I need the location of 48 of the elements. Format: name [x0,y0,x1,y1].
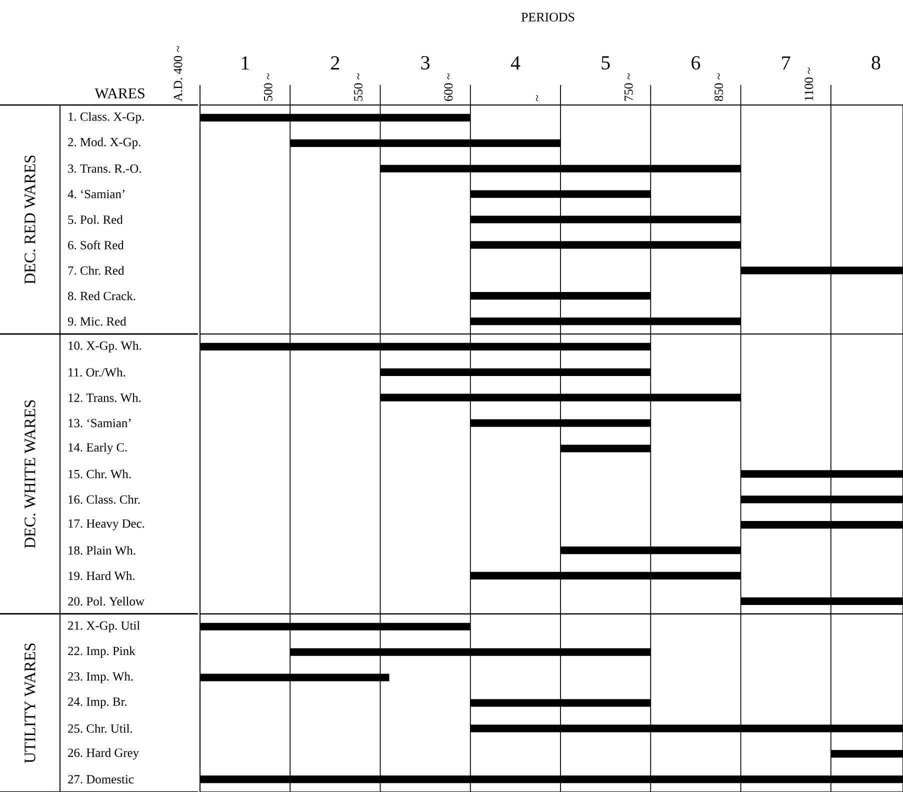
y-tick-label: 21. X-Gp. Util [68,620,140,632]
y-axis-title: UTILITY WARES [24,643,36,764]
y-tick-label: 3. Trans. R.-O. [68,164,141,173]
y-tick-label: 6. Soft Red [68,240,124,250]
y-tick-label: 9. Mic. Red [68,316,126,326]
x-tick-label: 2 [331,56,340,70]
text: ~ [536,95,538,102]
y-tick-label: 23. Imp. Wh. [68,672,133,684]
y-tick-label: 16. Class. Chr. [68,494,140,504]
text: 600 ~ [444,73,453,101]
y-tick-label: 19. Hard Wh. [68,571,134,580]
y-tick-label: 7. Chr. Red [68,266,124,275]
text: 850 ~ [714,73,723,102]
x-tick-label: 5 [602,56,610,70]
x-tick-label: 6 [692,56,700,70]
text: 1100 ~ [804,68,814,100]
y-tick-label: 24. Imp. Br. [68,698,127,708]
y-tick-label: 22. Imp. Pink [68,646,136,658]
x-tick-label: 4 [510,56,520,70]
y-tick-label: 5. Pol. Red [68,215,123,224]
text: WARES [94,88,144,98]
y-axis-title: DEC. RED WARES [24,156,36,284]
text: 550 ~ [354,73,362,101]
x-tick-label: 8 [872,56,880,70]
x-tick-label: 1 [242,56,249,70]
text: A.D. 400 ~ [174,46,182,102]
y-tick-label: 17. Heavy Dec. [68,519,144,530]
y-tick-label: 12. Trans. Wh. [68,393,141,402]
y-tick-label: 27. Domestic [68,775,134,784]
y-tick-label: 1. Class. X-Gp. [68,112,144,124]
y-axis-title: DEC. WHITE WARES [24,400,36,548]
y-tick-label: 10. X-Gp. Wh. [68,341,142,352]
y-tick-label: 8. Red Crack. [68,291,136,300]
x-tick-label: 3 [421,56,430,70]
y-tick-label: 18. Plain Wh. [68,546,136,555]
text: 750 ~ [624,73,633,101]
x-axis-title: PERIODS [521,12,574,22]
y-tick-label: 4. ‘Samian’ [68,190,124,198]
y-tick-label: 15. Chr. Wh. [68,470,131,478]
x-tick-label: 7 [782,56,790,70]
y-tick-label: 11. Or./Wh. [68,368,126,377]
text: 500 ~ [264,73,272,101]
y-tick-label: 26. Hard Grey [68,748,140,760]
y-tick-label: 14. Early C. [68,442,127,454]
y-tick-label: 25. Chr. Util. [68,724,132,733]
y-tick-label: 20. Pol. Yellow [68,596,144,606]
y-tick-label: 2. Mod. X-Gp. [68,138,140,149]
y-tick-label: 13. ‘Samian’ [68,418,131,428]
